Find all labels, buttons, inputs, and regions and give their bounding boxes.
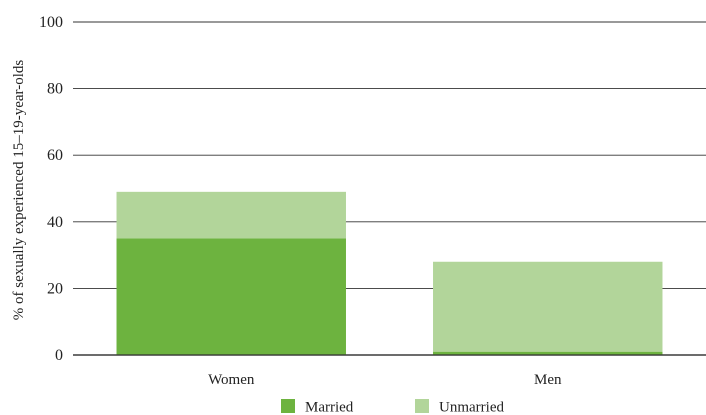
y-tick-label: 100 bbox=[39, 14, 63, 31]
y-tick-label: 80 bbox=[47, 81, 63, 98]
x-category-labels: Women Men bbox=[208, 372, 562, 388]
legend-label-married: Married bbox=[305, 400, 354, 415]
legend: Married Unmarried bbox=[281, 399, 504, 415]
legend-swatch-unmarried bbox=[415, 399, 429, 413]
y-tick-label: 60 bbox=[47, 147, 63, 164]
y-tick-labels: 0 20 40 60 80 100 bbox=[39, 14, 63, 364]
y-tick-label: 40 bbox=[47, 214, 63, 231]
y-tick-label: 0 bbox=[55, 347, 63, 364]
y-tick-label: 20 bbox=[47, 280, 63, 297]
bar-women-unmarried bbox=[116, 191, 346, 239]
legend-label-unmarried: Unmarried bbox=[439, 400, 504, 415]
bar-men-married bbox=[433, 351, 663, 355]
y-axis-title: % of sexually experienced 15–19-year-old… bbox=[11, 60, 27, 321]
x-category-label: Women bbox=[208, 372, 255, 388]
bar-women-married bbox=[116, 238, 346, 355]
x-category-label: Men bbox=[534, 372, 562, 388]
bar-men-unmarried bbox=[433, 261, 663, 352]
bars bbox=[116, 191, 663, 355]
legend-swatch-married bbox=[281, 399, 295, 413]
